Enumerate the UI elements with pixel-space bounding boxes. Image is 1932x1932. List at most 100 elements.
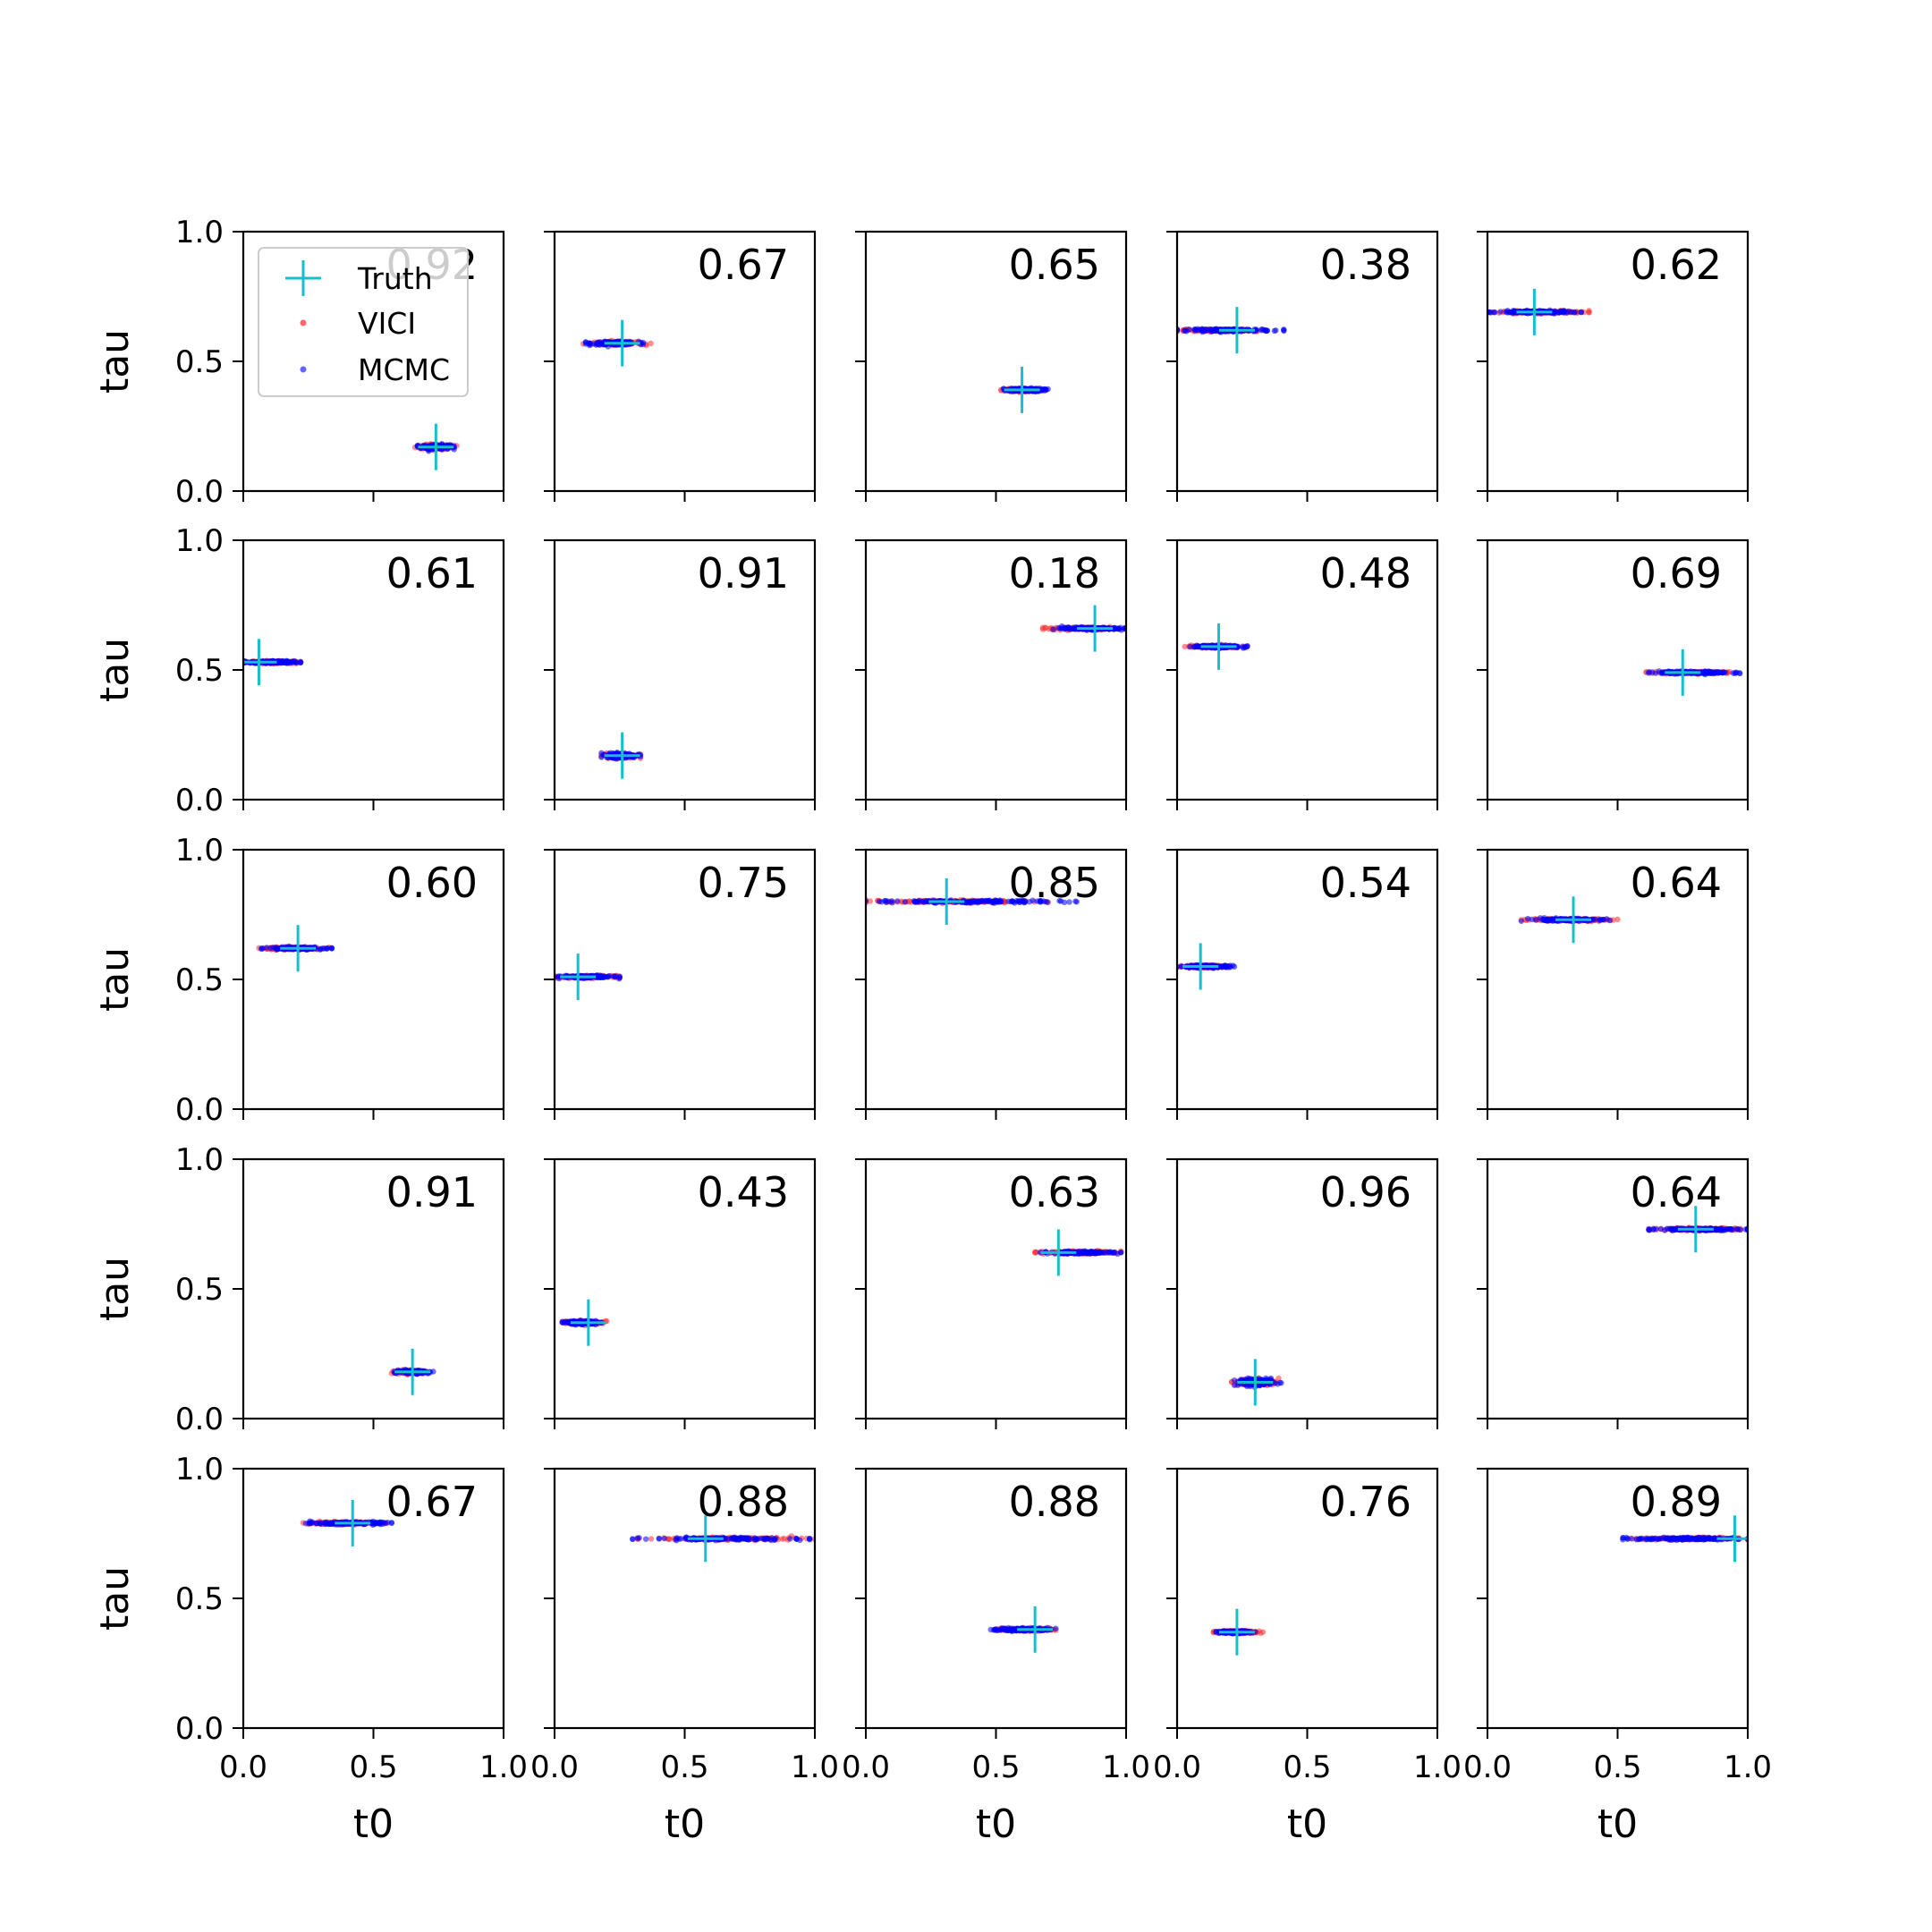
overlap-score: 0.43 xyxy=(698,1168,789,1216)
y-tick-label: 0.5 xyxy=(175,344,224,380)
overlap-score: 0.67 xyxy=(698,241,789,289)
mcmc-sample xyxy=(426,448,432,454)
mcmc-sample xyxy=(1234,643,1241,650)
panel-markers xyxy=(1039,605,1126,652)
legend-label-vici: VICI xyxy=(358,306,416,341)
mcmc-sample xyxy=(320,945,327,952)
mcmc-sample xyxy=(902,899,909,905)
y-axis-label: tau xyxy=(92,638,138,702)
overlap-score: 0.69 xyxy=(1631,549,1722,597)
mcmc-sample xyxy=(1056,897,1063,904)
legend-label-mcmc: MCMC xyxy=(358,352,450,387)
mcmc-sample xyxy=(1537,915,1544,921)
y-tick-label: 1.0 xyxy=(175,523,224,559)
vici-sample xyxy=(1182,643,1188,650)
mcmc-sample xyxy=(1646,670,1652,676)
overlap-score: 0.60 xyxy=(386,859,478,907)
mcmc-sample xyxy=(1555,309,1563,316)
mcmc-sample xyxy=(616,974,623,980)
overlap-score: 0.75 xyxy=(698,859,789,907)
mcmc-sample xyxy=(996,898,1003,904)
legend-marker-vici xyxy=(300,319,307,326)
mcmc-sample xyxy=(1037,897,1044,904)
overlap-score: 0.65 xyxy=(1009,241,1100,289)
mcmc-sample xyxy=(1529,916,1536,923)
y-tick-label: 0.5 xyxy=(175,962,224,998)
panel-13: 0.85 xyxy=(855,848,1128,1120)
mcmc-sample xyxy=(1191,326,1198,333)
mcmc-sample xyxy=(1194,643,1201,650)
mcmc-sample xyxy=(976,898,983,905)
mcmc-sample xyxy=(1504,307,1511,314)
mcmc-sample xyxy=(1709,669,1716,676)
mcmc-sample xyxy=(258,945,265,953)
mcmc-sample xyxy=(564,1318,572,1326)
panel-2: 0.67 xyxy=(544,230,817,502)
mcmc-sample xyxy=(1545,918,1551,924)
panel-markers xyxy=(411,423,460,470)
mcmc-sample xyxy=(267,945,274,952)
panel-8: 0.18 xyxy=(855,538,1128,810)
mcmc-sample xyxy=(1179,963,1185,970)
mcmc-sample xyxy=(293,659,300,665)
y-tick-label: 0.5 xyxy=(175,1272,224,1308)
panel-4: 0.38 xyxy=(1166,230,1439,502)
mcmc-sample xyxy=(1021,898,1029,904)
mcmc-sample xyxy=(1072,898,1079,904)
mcmc-sample xyxy=(586,340,592,346)
mcmc-sample xyxy=(967,899,973,905)
mcmc-sample xyxy=(1039,387,1046,394)
legend-box xyxy=(258,247,469,397)
overlap-score: 0.54 xyxy=(1320,859,1411,907)
panel-markers xyxy=(1031,1229,1124,1276)
y-tick-label: 0.0 xyxy=(175,474,224,510)
vici-sample xyxy=(1586,309,1592,316)
panel-markers xyxy=(1177,943,1238,990)
panel-3: 0.65 xyxy=(855,230,1128,502)
mcmc-sample xyxy=(1050,626,1056,632)
panel-markers xyxy=(388,1348,436,1395)
y-tick-label: 1.0 xyxy=(175,833,224,869)
panel-markers xyxy=(580,319,654,367)
overlap-score: 0.48 xyxy=(1320,549,1411,597)
y-axis-label: tau xyxy=(92,1257,138,1321)
legend: Truth VICI MCMC xyxy=(258,247,469,397)
overlap-score: 0.85 xyxy=(1009,859,1100,907)
panel-markers xyxy=(256,925,335,972)
panel-markers xyxy=(243,639,304,686)
mcmc-sample xyxy=(1240,644,1246,650)
mcmc-sample xyxy=(1208,328,1216,335)
legend-label-truth: Truth xyxy=(357,261,433,296)
mcmc-sample xyxy=(1487,309,1494,316)
mcmc-sample xyxy=(913,899,919,905)
vici-sample xyxy=(867,898,874,904)
mcmc-sample xyxy=(277,659,284,666)
mcmc-sample xyxy=(1218,963,1224,970)
panel-14: 0.54 xyxy=(1166,848,1439,1120)
mcmc-sample xyxy=(288,659,294,665)
panel-markers xyxy=(1487,288,1592,335)
mcmc-sample xyxy=(981,898,988,904)
y-tick-label: 0.0 xyxy=(175,1402,224,1437)
y-axis-label: tau xyxy=(92,329,138,394)
mcmc-sample xyxy=(1224,964,1230,970)
vici-sample xyxy=(1614,916,1621,923)
overlap-score: 0.62 xyxy=(1631,241,1722,289)
mcmc-sample xyxy=(1187,643,1193,650)
mcmc-sample xyxy=(883,899,890,905)
y-tick-label: 1.0 xyxy=(175,215,224,250)
mcmc-sample xyxy=(1183,328,1190,335)
panel-markers xyxy=(866,878,1080,925)
mcmc-sample xyxy=(1201,328,1208,335)
mcmc-sample xyxy=(328,945,335,952)
mcmc-sample xyxy=(1604,916,1610,922)
mcmc-sample xyxy=(876,898,883,905)
vici-sample xyxy=(648,340,654,347)
y-tick-label: 0.0 xyxy=(175,783,224,818)
panel-markers xyxy=(1182,623,1250,670)
mcmc-sample xyxy=(599,974,606,980)
y-axis-label: tau xyxy=(92,947,138,1012)
